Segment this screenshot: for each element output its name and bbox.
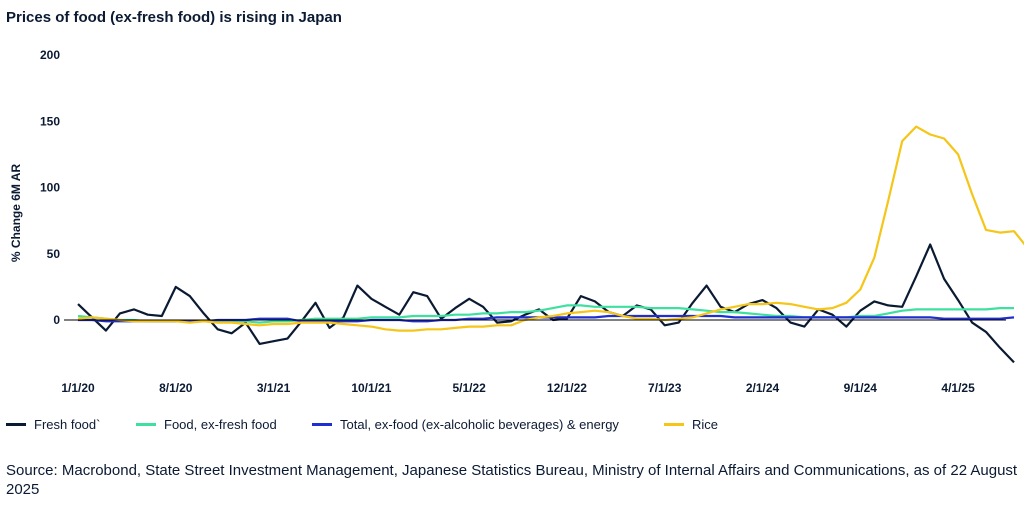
x-tick-label: 3/1/21: [257, 381, 291, 395]
line-chart: % Change 6M AR 200 150 100 50 0 1/1/20 8/1/20…: [9, 48, 1024, 395]
x-tick-label: 4/1/25: [941, 381, 975, 395]
y-tick-label: 200: [40, 48, 60, 62]
x-tick-label: 10/1/21: [351, 381, 391, 395]
legend-label: Total, ex-food (ex-alcoholic beverages) …: [340, 417, 619, 432]
y-tick-label: 0: [53, 313, 60, 327]
legend-item-2: Food, ex-fresh food: [136, 417, 277, 432]
legend-swatch: [136, 423, 156, 426]
y-tick-label: 150: [40, 114, 60, 128]
x-tick-label: 9/1/24: [844, 381, 878, 395]
chart-title: Prices of food (ex-fresh food) is rising…: [6, 9, 342, 26]
legend-item-1: Fresh food`: [6, 417, 100, 432]
x-tick-label: 1/1/20: [61, 381, 95, 395]
y-tick-label: 100: [40, 181, 60, 195]
legend: Fresh food` Food, ex-fresh food Total, ex-…: [6, 417, 1016, 437]
legend-swatch: [664, 423, 684, 426]
x-tick-label: 8/1/20: [159, 381, 193, 395]
x-tick-label: 7/1/23: [648, 381, 682, 395]
legend-label: Fresh food`: [34, 417, 101, 432]
legend-label: Food, ex-fresh food: [164, 417, 277, 432]
source-note: Source: Macrobond, State Street Investme…: [6, 462, 1018, 498]
series-line-2: [77, 304, 1014, 324]
x-tick-label: 5/1/22: [452, 381, 486, 395]
series-line-1: [77, 243, 1015, 364]
series-line-4: [77, 125, 1024, 332]
y-tick-label: 50: [47, 247, 61, 261]
legend-item-4: Rice: [664, 417, 718, 432]
y-axis-label: % Change 6M AR: [9, 164, 23, 263]
x-tick-label: 2/1/24: [746, 381, 780, 395]
legend-swatch: [312, 423, 332, 426]
legend-label: Rice: [692, 417, 719, 432]
x-tick-label: 12/1/22: [547, 381, 587, 395]
legend-item-3: Total, ex-food (ex-alcoholic beverages) …: [312, 417, 619, 432]
legend-swatch: [6, 423, 26, 426]
